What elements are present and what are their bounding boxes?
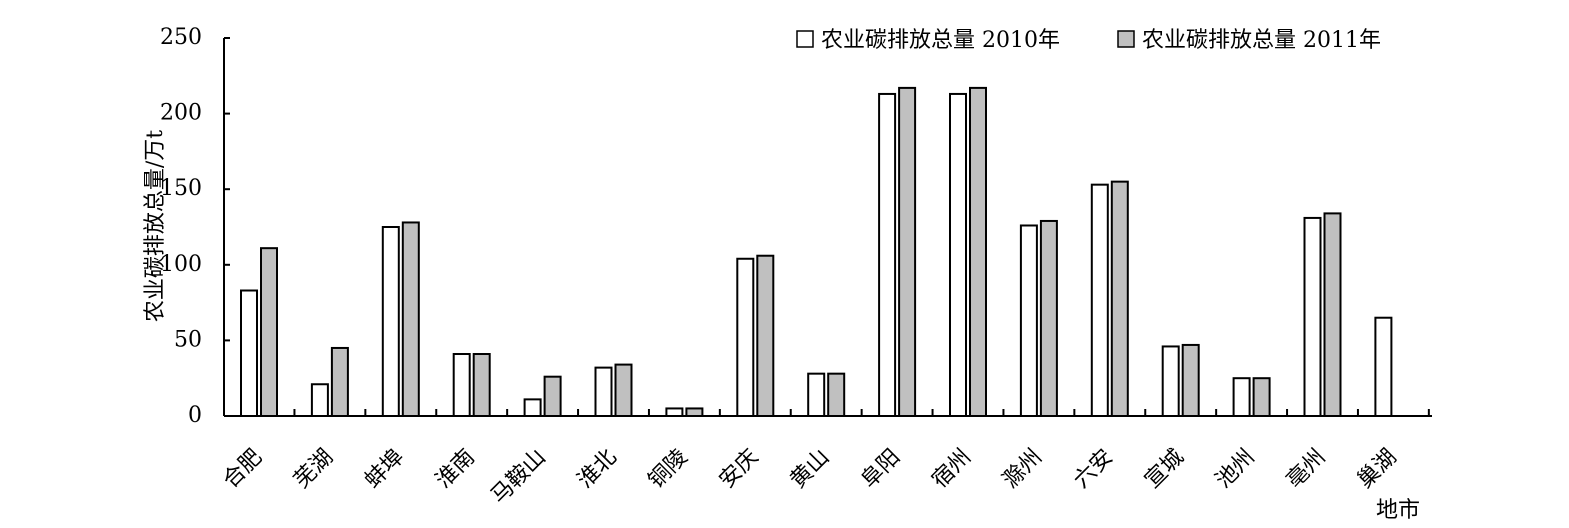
- legend-swatch-2010: [796, 30, 814, 48]
- bar-2010-5: [594, 366, 613, 417]
- bar-2011-1: [330, 346, 349, 417]
- category-label: 滁州: [998, 445, 1047, 494]
- bar-2010-15: [1303, 216, 1322, 417]
- bar-2010-9: [878, 92, 897, 417]
- category-label: 宣城: [1140, 445, 1189, 494]
- category-label: 淮南: [431, 445, 480, 494]
- category-label: 六安: [1069, 445, 1118, 494]
- bar-2011-7: [756, 254, 775, 417]
- category-label: 蚌埠: [360, 445, 409, 494]
- legend-label-2010: 农业碳排放总量 2010年: [821, 28, 1060, 53]
- bar-2011-10: [969, 86, 987, 418]
- bar-2010-12: [1090, 183, 1109, 417]
- y-tick-label: 50: [174, 327, 202, 352]
- bar-2011-3: [472, 353, 491, 417]
- bars-layer: [240, 86, 1393, 418]
- category-label: 黄山: [786, 445, 835, 494]
- category-label: 马鞍山: [486, 445, 550, 509]
- bar-2011-11: [1039, 219, 1058, 417]
- bar-2010-13: [1161, 345, 1180, 417]
- bar-2011-6: [685, 407, 704, 418]
- y-tick-label: 0: [188, 403, 202, 428]
- legend: 农业碳排放总量 2010年 农业碳排放总量 2011年: [796, 28, 1381, 53]
- category-label: 安庆: [715, 445, 764, 494]
- axes-layer: [223, 37, 1432, 417]
- category-label: 亳州: [1282, 445, 1331, 494]
- legend-label-2011: 农业碳排放总量 2011年: [1142, 28, 1381, 53]
- bar-2011-2: [401, 221, 420, 417]
- bar-2010-4: [523, 398, 542, 418]
- bar-2010-8: [807, 372, 826, 417]
- category-label: 淮北: [573, 445, 622, 494]
- category-label: 铜陵: [644, 445, 693, 494]
- category-label: 阜阳: [857, 445, 906, 494]
- bar-2010-2: [381, 226, 400, 417]
- bar-2011-9: [898, 86, 917, 418]
- y-tick-label: 250: [160, 25, 202, 50]
- bar-2010-11: [1019, 224, 1038, 417]
- y-tick-label: 200: [160, 101, 202, 126]
- bar-2011-15: [1323, 212, 1342, 417]
- category-labels: 合肥 芜湖 蚌埠 淮南 马鞍山 淮北 铜陵 安庆 黄山 阜阳 宿州 滁州 六安 宣城 池州 亳州 巢湖: [218, 445, 1401, 509]
- bar-2010-7: [736, 257, 755, 418]
- bar-2010-10: [949, 92, 967, 417]
- category-label: 芜湖: [289, 445, 338, 494]
- y-axis-title: 农业碳排放总量/万t: [143, 130, 168, 322]
- bar-2011-14: [1252, 377, 1271, 418]
- category-label: 合肥: [218, 445, 267, 494]
- x-axis-title: 地市: [1376, 498, 1420, 523]
- y-tick-label: 100: [160, 252, 202, 277]
- bar-2010-3: [452, 353, 471, 417]
- bar-2011-4: [543, 375, 562, 417]
- category-label: 池州: [1211, 445, 1260, 494]
- y-tick-label: 150: [160, 176, 202, 201]
- category-label: 宿州: [927, 445, 976, 494]
- bar-2011-0: [260, 247, 278, 417]
- category-label: 巢湖: [1353, 445, 1402, 494]
- bar-2011-12: [1110, 180, 1129, 417]
- bar-2010-14: [1232, 377, 1251, 418]
- bar-2010-0: [240, 289, 258, 417]
- bar-2011-13: [1181, 343, 1200, 418]
- y-tick-labels: 0 50 100 150 200 250: [160, 25, 202, 428]
- legend-swatch-2011: [1117, 30, 1135, 48]
- bar-2010-6: [665, 407, 684, 418]
- bar-2010-16: [1374, 316, 1393, 417]
- bar-2011-5: [614, 363, 633, 418]
- bar-2011-8: [827, 372, 846, 417]
- bar-2010-1: [310, 383, 329, 417]
